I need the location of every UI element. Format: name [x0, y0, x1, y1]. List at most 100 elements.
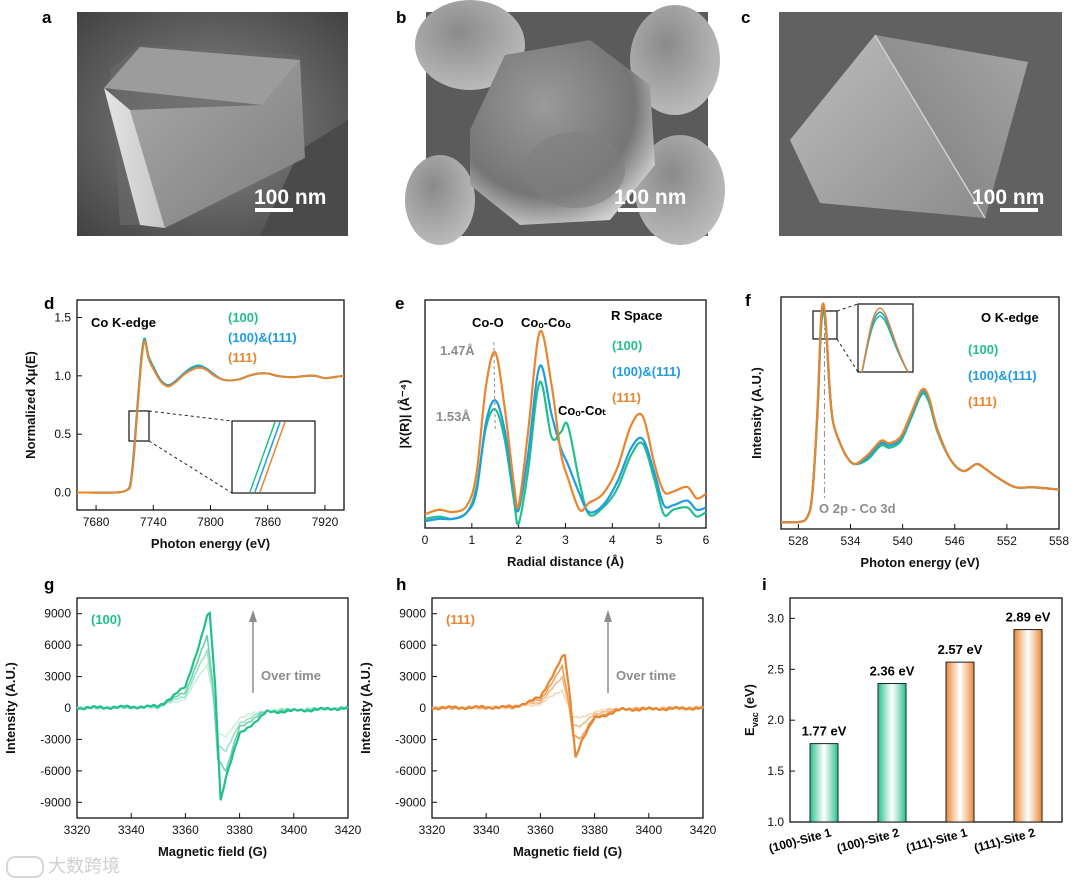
bar-2 [877, 683, 907, 823]
y-tick-label: 0.5 [54, 427, 71, 441]
y-tick-label: 0.0 [54, 486, 71, 500]
y-tick-label: -3000 [395, 732, 426, 746]
x-axis-label: Magnetic field (G) [158, 844, 267, 859]
annotation-over-time: Over time [616, 668, 676, 683]
chart-d: d 7680 7740 7800 7860 7920 0.0 0.5 1.0 1.5 Photon … [23, 294, 345, 551]
chart-g: g 3320 3340 3360 3380 3400 3420 9000 6000 3000 0 -3… [3, 575, 362, 859]
x-tick-label: 3360 [527, 823, 554, 837]
bar-value-label: 2.89 eV [1006, 610, 1051, 625]
x-tick-label: 3420 [335, 823, 362, 837]
plot-frame [780, 296, 1060, 530]
x-tick-label: 3340 [473, 823, 500, 837]
panel-letter-b: b [396, 8, 407, 27]
panel-letter-a: a [42, 8, 52, 27]
series-line-2 [76, 647, 349, 753]
x-tick-label: 3380 [226, 823, 253, 837]
x-tick-label: 0 [422, 533, 429, 547]
series-line-2 [780, 307, 1060, 524]
sem-image-b [405, 0, 725, 245]
y-tick-label: 6000 [44, 638, 71, 652]
bar-4 [1013, 629, 1043, 823]
x-axis-label: Magnetic field (G) [513, 844, 622, 859]
y-axis-label: Intensity (A.U.) [749, 367, 764, 459]
dashed-marker [493, 341, 496, 433]
sem-image-a [77, 12, 348, 236]
y-tick-label: -3000 [40, 732, 71, 746]
series-line-1 [780, 312, 1060, 524]
x-axis-label: Photon energy (eV) [151, 536, 270, 551]
legend-entry: (111) [612, 390, 641, 405]
bar-3 [945, 661, 975, 823]
x-tick-label: 7860 [254, 515, 281, 529]
y-tick-label: 1.0 [54, 369, 71, 383]
x-tick-label: 546 [945, 534, 965, 548]
annotation-over-time: Over time [261, 668, 321, 683]
scale-bar-label-c: 100 nm [972, 186, 1045, 209]
x-tick-label: 540 [893, 534, 913, 548]
annotation-coo-cot: Coₒ-Coₜ [558, 403, 606, 418]
y-tick-label: -9000 [40, 795, 71, 809]
x-tick-label: 3400 [635, 823, 662, 837]
legend-entry: (111) [968, 394, 997, 409]
y-tick-label: 3000 [44, 670, 71, 684]
watermark-logo-icon [6, 856, 44, 878]
y-tick-label: -9000 [395, 795, 426, 809]
x-tick-label: 7740 [140, 515, 167, 529]
x-axis-label: Photon energy (eV) [860, 555, 979, 570]
legend-entry: (100)&(111) [968, 368, 1037, 383]
x-tick-label: 3 [562, 533, 569, 547]
panel-letter-i: i [762, 575, 767, 594]
y-tick-label: 2.5 [767, 662, 784, 676]
annotation-co-o: Co-O [472, 315, 504, 330]
chart-title: O K-edge [981, 310, 1039, 325]
x-tick-label: (100)-Site 1 [767, 825, 833, 855]
series-line-3 [76, 339, 345, 494]
bar-value-label: 2.57 eV [938, 642, 983, 657]
y-tick-label: -6000 [395, 764, 426, 778]
y-tick-label: 2.0 [767, 713, 784, 727]
y-tick-label: 0 [64, 701, 71, 715]
y-tick-label: 9000 [44, 607, 71, 621]
y-axis-label: |X(R)| (Å⁻⁴) [397, 380, 412, 449]
y-tick-label: 6000 [399, 638, 426, 652]
chart-title: (100) [91, 612, 121, 627]
inset-d [128, 410, 316, 494]
y-axis-label: Intensity (A.U.) [358, 662, 373, 754]
scale-bar-label-a: 100 nm [254, 186, 327, 209]
y-tick-label: 1.0 [767, 815, 784, 829]
scale-bar-label-b: 100 nm [614, 186, 687, 209]
legend-entry: (111) [228, 350, 257, 365]
legend-entry: (100) [228, 310, 258, 325]
x-tick-label: (111)-Site 2 [973, 825, 1038, 855]
y-axis-label: Normalized Xμ(E) [23, 351, 38, 459]
chart-title: (111) [446, 612, 475, 627]
x-tick-label: 3380 [581, 823, 608, 837]
x-tick-label: 552 [997, 534, 1017, 548]
x-tick-label: 7800 [197, 515, 224, 529]
panel-letter-g: g [44, 575, 54, 594]
legend-entry: (100) [612, 338, 642, 353]
series-line-3 [780, 302, 1060, 524]
x-tick-label: (111)-Site 1 [905, 825, 970, 855]
arrow-head-icon [604, 610, 612, 622]
panel-letter-f: f [745, 291, 751, 310]
series-line-2 [424, 364, 707, 523]
y-axis-label: Intensity (A.U.) [3, 662, 18, 754]
y-tick-label: 9000 [399, 607, 426, 621]
x-axis-label: Radial distance (Å) [507, 554, 624, 569]
x-tick-label: 3360 [172, 823, 199, 837]
panel-letter-d: d [44, 294, 54, 313]
series-line-4 [432, 653, 704, 758]
series-line-3 [424, 329, 707, 516]
annotation-1-47: 1.47Å [440, 343, 475, 358]
x-tick-label: 3320 [64, 823, 91, 837]
sem-image-c [779, 12, 1062, 236]
y-axis-label: Evac (eV) [742, 684, 760, 736]
x-tick-label: 3400 [280, 823, 307, 837]
y-tick-label: -6000 [40, 764, 71, 778]
x-tick-label: 1 [468, 533, 475, 547]
x-tick-label: 534 [840, 534, 860, 548]
annotation-o2p-co3d: O 2p - Co 3d [819, 501, 896, 516]
y-tick-label: 3.0 [767, 611, 784, 625]
y-tick-label: 0 [419, 701, 426, 715]
